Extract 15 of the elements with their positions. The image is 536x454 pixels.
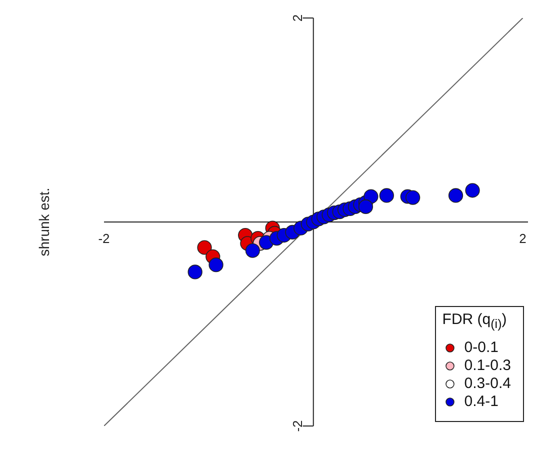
point [465,183,480,198]
legend-label: 0-0.1 [464,339,498,357]
legend-label: 0.1-0.3 [464,357,511,375]
legend-label: 0.3-0.4 [464,375,511,393]
legend-title: FDR (q$_{(i)}$) [442,311,508,331]
point [379,188,394,203]
point [358,199,374,214]
y-axis-title: shrunk est. [36,188,52,256]
point [406,190,420,205]
point [197,240,212,255]
point [208,258,224,272]
legend-label: 0.4-1 [464,393,498,411]
point [448,188,464,203]
point [245,243,260,258]
point [188,264,202,280]
